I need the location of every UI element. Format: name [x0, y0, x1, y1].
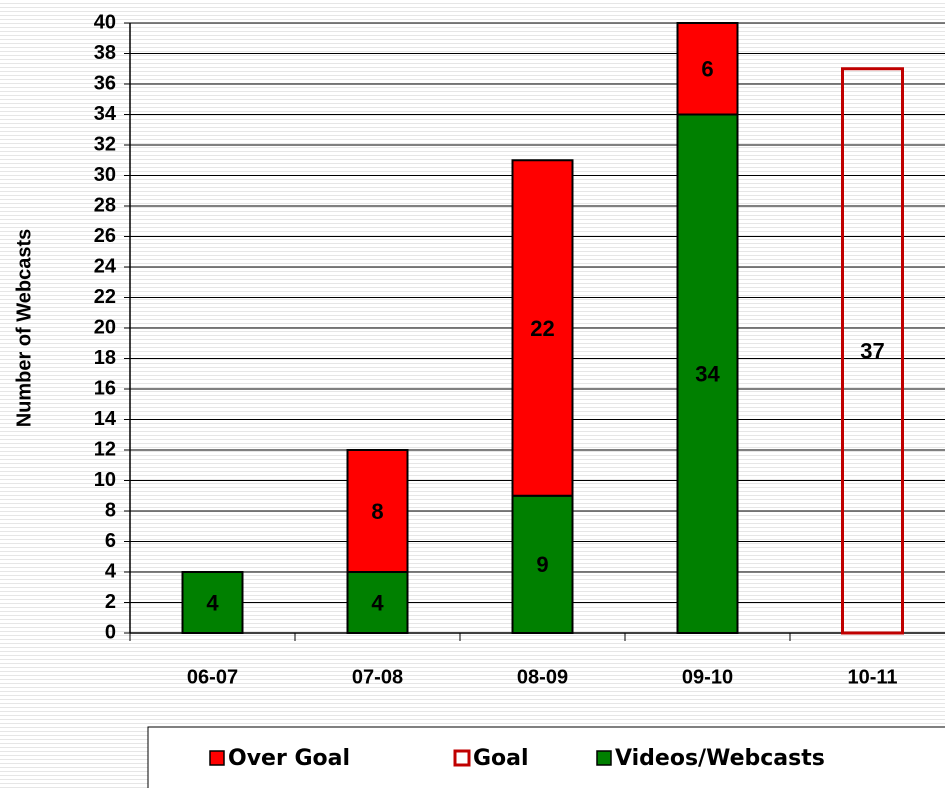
data-label: 4	[206, 590, 219, 615]
bar-segment	[676, 113, 739, 634]
x-tick-label: 06-07	[187, 666, 238, 688]
bar-segment	[841, 67, 904, 635]
y-tick-label: 32	[94, 133, 116, 155]
legend-label: Goal	[473, 746, 529, 771]
y-tick-label: 38	[94, 42, 116, 64]
x-tick-label: 09-10	[682, 666, 733, 688]
data-label: 34	[695, 362, 720, 387]
y-tick-label: 16	[94, 377, 116, 399]
data-label: 4	[371, 590, 384, 615]
x-tick-label: 08-09	[517, 666, 568, 688]
y-tick-label: 0	[105, 621, 116, 643]
legend-swatch	[209, 750, 225, 766]
y-tick-label: 8	[105, 499, 116, 521]
y-tick-label: 18	[94, 347, 116, 369]
legend-label: Videos/Webcasts	[615, 746, 825, 771]
bar-segment	[676, 22, 739, 116]
legend-swatch	[453, 749, 471, 767]
legend-swatch	[596, 750, 612, 766]
legend-box	[147, 726, 945, 788]
bar-segment	[346, 571, 409, 634]
y-axis-label: Number of Webcasts	[13, 229, 35, 428]
y-tick-label: 22	[94, 286, 116, 308]
x-tick-label: 10-11	[847, 666, 897, 688]
bar-segment	[511, 494, 574, 634]
y-tick-label: 28	[94, 194, 116, 216]
bar-segment	[346, 449, 409, 573]
data-label: 6	[701, 57, 713, 82]
y-tick-label: 2	[105, 591, 116, 613]
bar-segment	[181, 571, 244, 634]
y-tick-label: 10	[94, 469, 116, 491]
y-tick-label: 6	[105, 530, 116, 552]
data-label: 8	[371, 499, 383, 524]
y-tick-label: 12	[94, 438, 116, 460]
bar-segment	[511, 159, 574, 497]
y-tick-label: 26	[94, 225, 116, 247]
y-tick-label: 24	[94, 255, 117, 277]
y-tick-label: 20	[94, 316, 116, 338]
y-tick-label: 36	[94, 72, 116, 94]
y-tick-label: 40	[94, 11, 116, 33]
y-tick-label: 14	[94, 408, 117, 430]
x-tick-label: 07-08	[352, 666, 403, 688]
data-label: 22	[530, 316, 554, 341]
y-tick-label: 4	[105, 560, 117, 582]
legend-label: Over Goal	[228, 746, 350, 771]
data-label: 9	[536, 552, 548, 577]
y-tick-label: 30	[94, 164, 116, 186]
y-tick-label: 34	[94, 103, 117, 125]
data-label: 37	[860, 339, 884, 364]
